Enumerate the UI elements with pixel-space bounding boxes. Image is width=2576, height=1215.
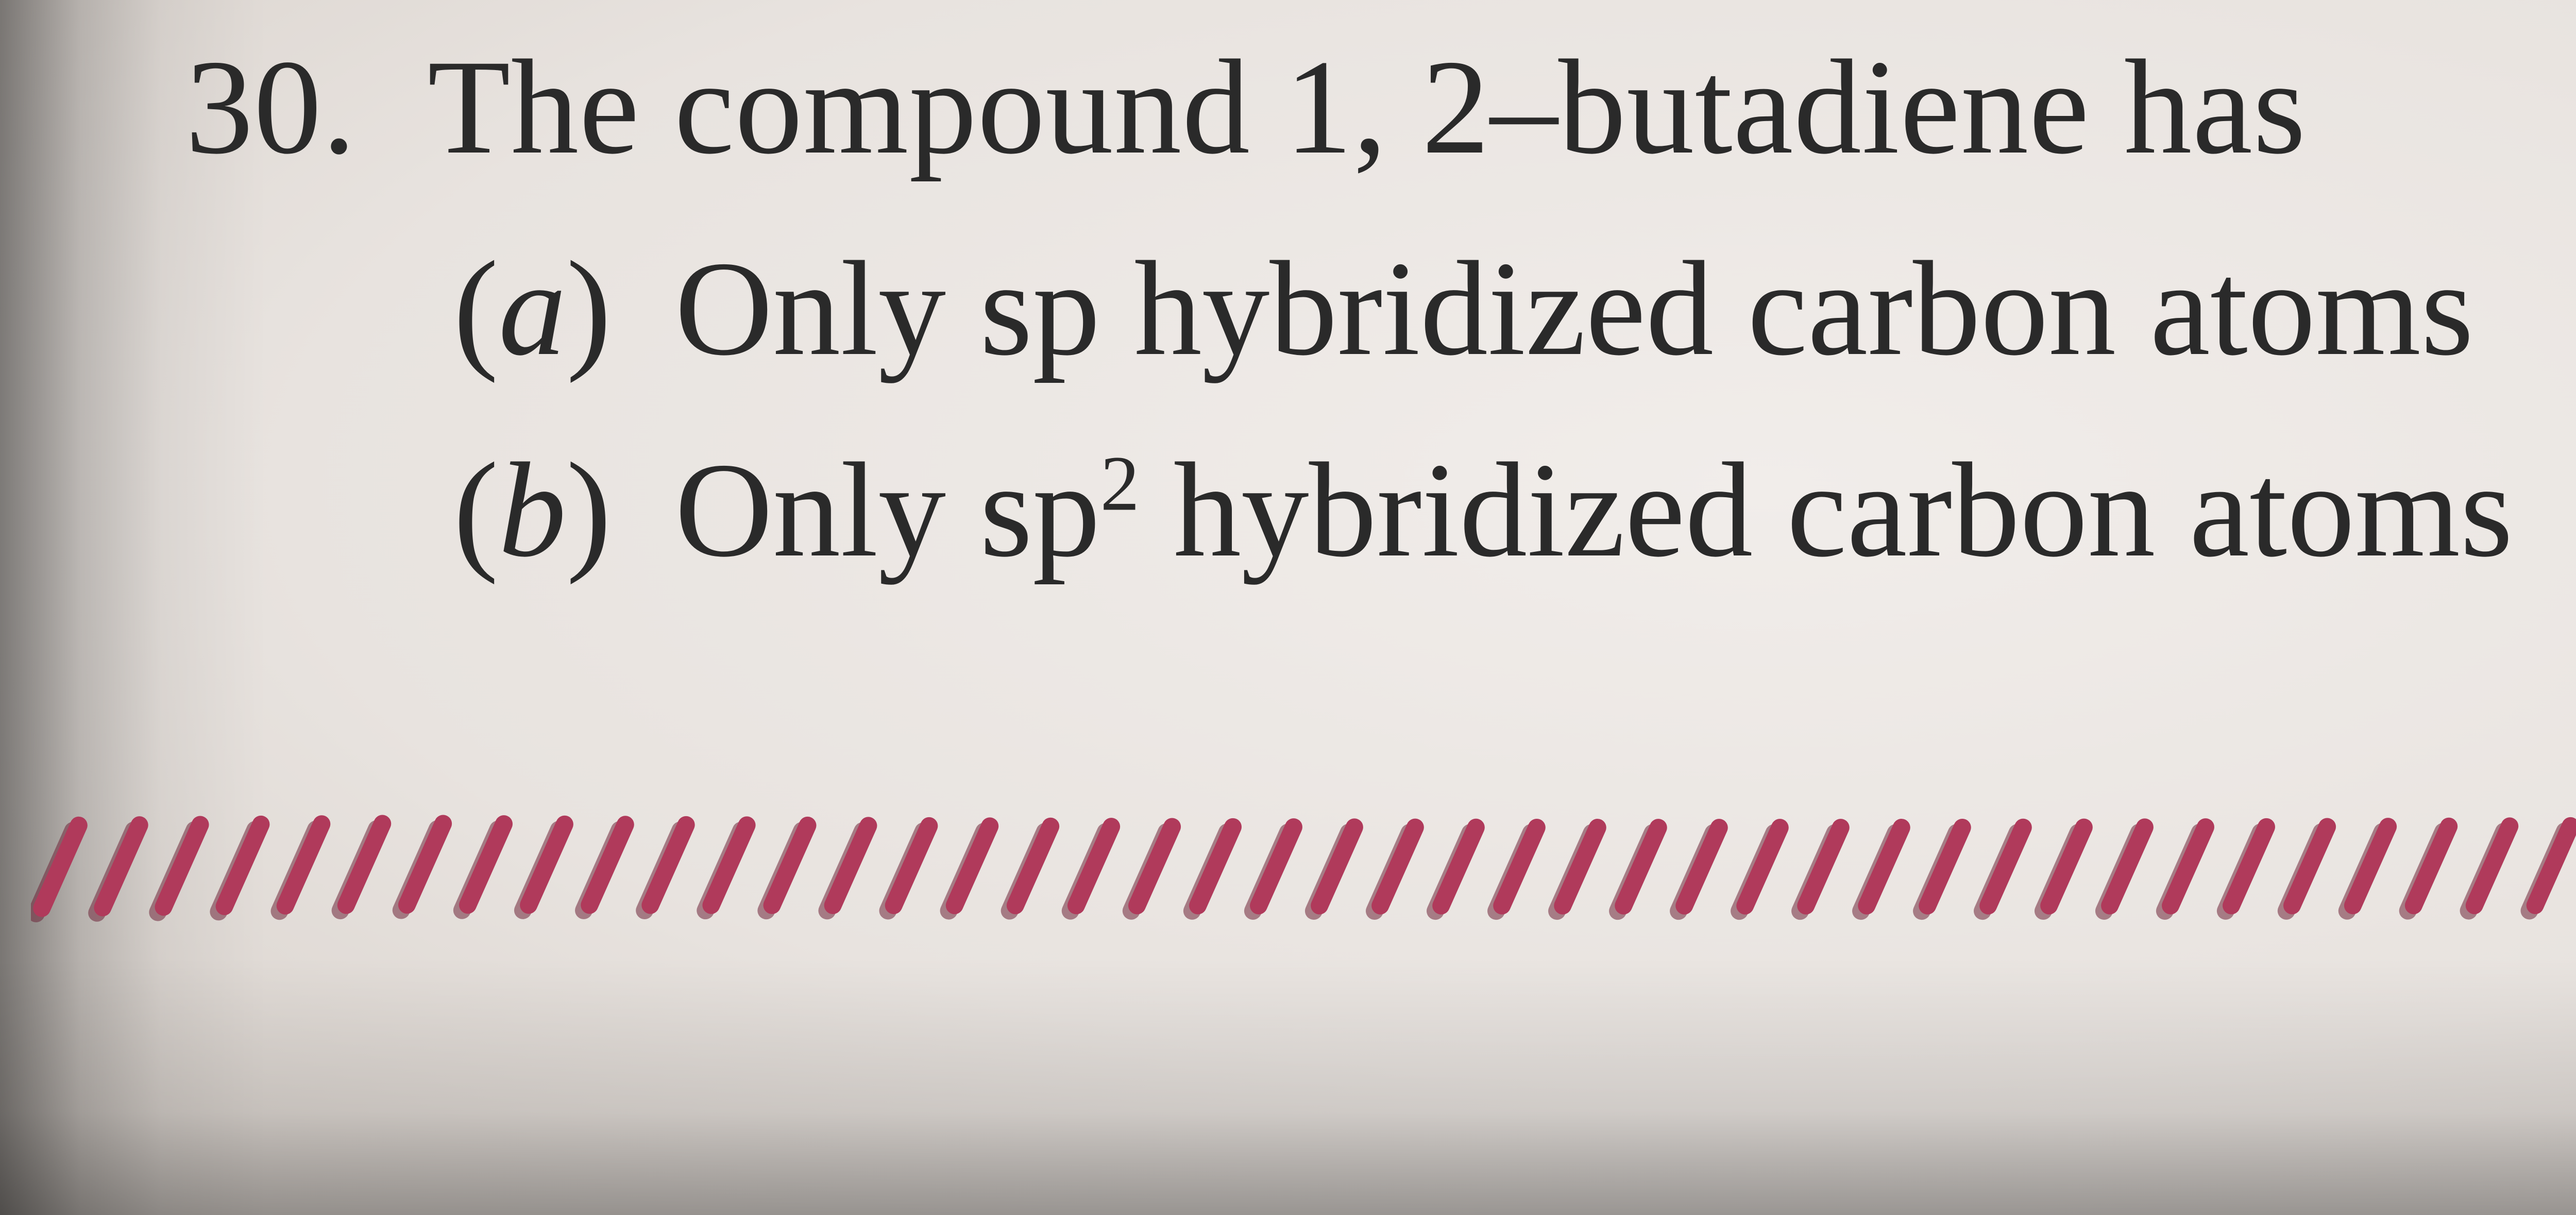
question-text-suffix: butadiene has (1558, 32, 2307, 182)
question-block: 30.The compound 1, 2–butadiene has (a)On… (185, 36, 2576, 581)
question-line: 30.The compound 1, 2–butadiene has (185, 36, 2576, 178)
option-b-text-post: hybridized carbon atoms (1140, 435, 2513, 585)
option-b: (b)Only sp2 hybridized carbon atoms (185, 439, 2576, 581)
question-dash: – (1490, 32, 1558, 182)
option-a-label: (a) (453, 238, 675, 380)
hash-divider (31, 794, 2576, 938)
question-number: 30. (185, 36, 428, 178)
option-a-text: Only sp hybridized carbon atoms (675, 233, 2473, 383)
option-a: (a)Only sp hybridized carbon atoms (185, 238, 2576, 380)
question-text-prefix: The compound 1, 2 (428, 32, 1490, 182)
option-b-text-pre: Only sp (675, 435, 1100, 585)
option-b-superscript: 2 (1100, 440, 1140, 527)
option-b-label: (b) (453, 439, 675, 581)
